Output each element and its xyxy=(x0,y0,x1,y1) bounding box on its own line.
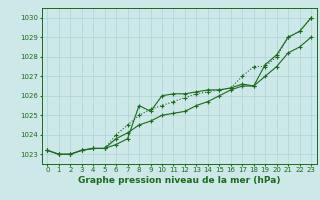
X-axis label: Graphe pression niveau de la mer (hPa): Graphe pression niveau de la mer (hPa) xyxy=(78,176,280,185)
